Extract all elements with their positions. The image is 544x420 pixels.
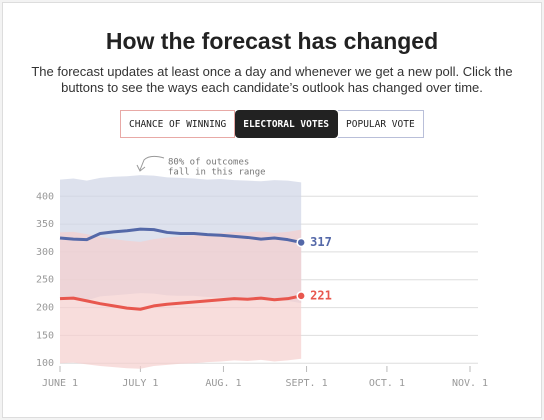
button-group: CHANCE OF WINNING ELECTORAL VOTES POPULAR …	[120, 110, 424, 138]
annotation: 80% of outcomes	[168, 158, 249, 168]
chart-subtitle: The forecast updates at least once a day…	[31, 64, 513, 95]
series-line	[59, 227, 302, 244]
y-tick-label: 150	[36, 330, 54, 341]
annotation-arrow	[136, 155, 165, 172]
x-tick-label: JULY 1	[122, 378, 158, 389]
y-tick-label: 200	[36, 303, 54, 314]
x-tick-label: OCT. 1	[369, 378, 405, 389]
x-tick-label: NOV. 1	[452, 378, 488, 389]
y-tick-label: 400	[36, 191, 54, 202]
x-tick-label: JUNE 1	[42, 378, 78, 389]
uncertainty-band	[60, 229, 302, 369]
tab-button[interactable]: CHANCE OF WINNING	[120, 110, 236, 138]
tab-button[interactable]: POPULAR VOTE	[338, 110, 424, 138]
series-line	[59, 294, 302, 311]
x-tick-label: SEPT. 1	[285, 378, 327, 389]
end-label: 317	[310, 235, 332, 249]
y-tick-label: 300	[36, 247, 54, 258]
end-dot	[296, 291, 306, 301]
end-label: 221	[310, 288, 332, 302]
tab-button[interactable]: ELECTORAL VOTES	[235, 110, 339, 138]
y-tick-label: 350	[36, 219, 54, 230]
annotation: fall in this range	[168, 168, 266, 178]
chart-title: How the forecast has changed	[105, 28, 439, 54]
x-tick-label: AUG. 1	[205, 378, 241, 389]
y-tick-label: 250	[36, 275, 54, 286]
end-dot	[296, 237, 306, 248]
y-tick-label: 100	[36, 358, 54, 369]
